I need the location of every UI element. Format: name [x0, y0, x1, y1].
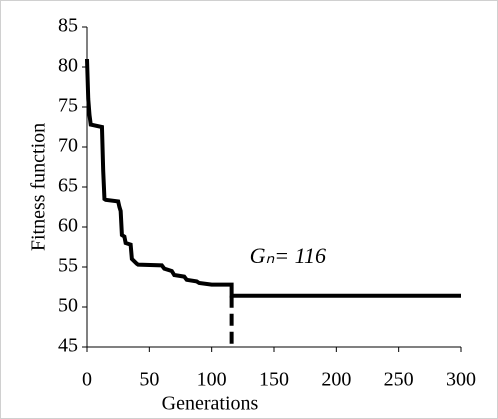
- y-tick-label: 55: [58, 255, 78, 277]
- y-tick-label: 75: [58, 95, 78, 117]
- marker-label: Gₙ= 116: [250, 243, 326, 268]
- y-tick-label: 45: [58, 335, 78, 357]
- y-tick-label: 65: [58, 175, 78, 197]
- x-tick-label: 0: [82, 369, 92, 391]
- y-tick-label: 60: [58, 215, 78, 237]
- x-axis-label: Generations: [162, 393, 259, 415]
- y-tick-label: 70: [58, 135, 78, 157]
- x-tick-label: 300: [446, 369, 476, 391]
- x-tick-label: 200: [321, 369, 351, 391]
- x-tick-label: 50: [139, 369, 159, 391]
- y-tick-label: 80: [58, 55, 78, 77]
- y-tick-label: 85: [58, 15, 78, 37]
- y-axis-label: Fitness function: [28, 123, 50, 251]
- y-tick-label: 50: [58, 295, 78, 317]
- x-tick-label: 100: [197, 369, 227, 391]
- data-line: [85, 58, 461, 298]
- x-tick-label: 250: [384, 369, 414, 391]
- x-tick-label: 150: [259, 369, 289, 391]
